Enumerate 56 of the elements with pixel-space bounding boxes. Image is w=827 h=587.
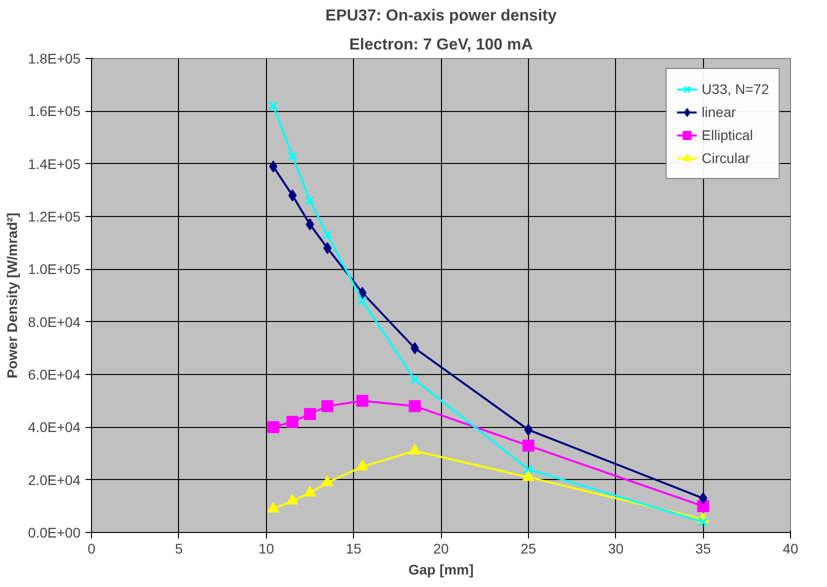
point xyxy=(322,230,332,240)
point xyxy=(305,196,315,206)
point xyxy=(357,296,368,306)
y-tick-label: 1.6E+05 xyxy=(28,103,81,120)
legend-label: Elliptical xyxy=(702,127,754,143)
x-axis-title: Gap [mm] xyxy=(408,562,474,578)
point xyxy=(410,374,420,385)
point xyxy=(306,218,314,230)
point xyxy=(286,416,298,428)
y-tick-label: 1.2E+05 xyxy=(28,208,81,224)
x-tick-label: 20 xyxy=(433,540,449,556)
point xyxy=(522,440,534,452)
legend-label: Circular xyxy=(702,150,750,166)
y-tick-label: 1.4E+05 xyxy=(28,156,81,172)
point xyxy=(288,151,298,161)
legend-label: U33, N=72 xyxy=(702,81,769,97)
point xyxy=(288,189,297,202)
point xyxy=(356,394,368,407)
point xyxy=(523,464,534,474)
y-tick-label: 4.0E+04 xyxy=(28,419,81,436)
y-tick-label: 2.0E+04 xyxy=(28,472,81,488)
point xyxy=(304,408,316,420)
legend-label: linear xyxy=(702,104,736,120)
point xyxy=(286,494,298,505)
point xyxy=(522,470,534,481)
point xyxy=(358,286,367,299)
x-tick-label: 10 xyxy=(258,540,274,556)
x-tick-label: 15 xyxy=(346,540,362,556)
point xyxy=(698,517,708,527)
y-axis-title: Power Density [W/mrad²] xyxy=(4,212,20,378)
point xyxy=(267,502,280,512)
point xyxy=(408,400,421,412)
y-tick-label: 8.0E+04 xyxy=(28,314,81,330)
y-tick-label: 0.0E+00 xyxy=(28,524,81,540)
x-tick-label: 0 xyxy=(88,540,96,556)
point xyxy=(698,492,708,504)
x-tick-label: 40 xyxy=(782,540,798,556)
point xyxy=(304,486,316,497)
x-tick-label: 30 xyxy=(608,540,624,556)
y-tick-label: 1.8E+05 xyxy=(28,50,81,66)
point xyxy=(268,101,278,111)
point xyxy=(323,242,332,254)
y-tick-label: 1.0E+05 xyxy=(28,261,81,278)
point xyxy=(267,421,280,434)
chart-title: EPU37: On-axis power density xyxy=(325,8,557,24)
point xyxy=(408,444,421,455)
point xyxy=(321,476,334,486)
point xyxy=(524,424,533,436)
point xyxy=(321,400,334,412)
point xyxy=(356,460,368,470)
x-tick-label: 5 xyxy=(174,540,183,556)
point xyxy=(697,500,710,512)
chart-subtitle: Electron: 7 GeV, 100 mA xyxy=(349,36,534,54)
x-tick-label: 35 xyxy=(695,540,712,556)
y-tick-label: 6.0E+04 xyxy=(28,366,81,382)
x-tick-label: 25 xyxy=(520,540,536,556)
